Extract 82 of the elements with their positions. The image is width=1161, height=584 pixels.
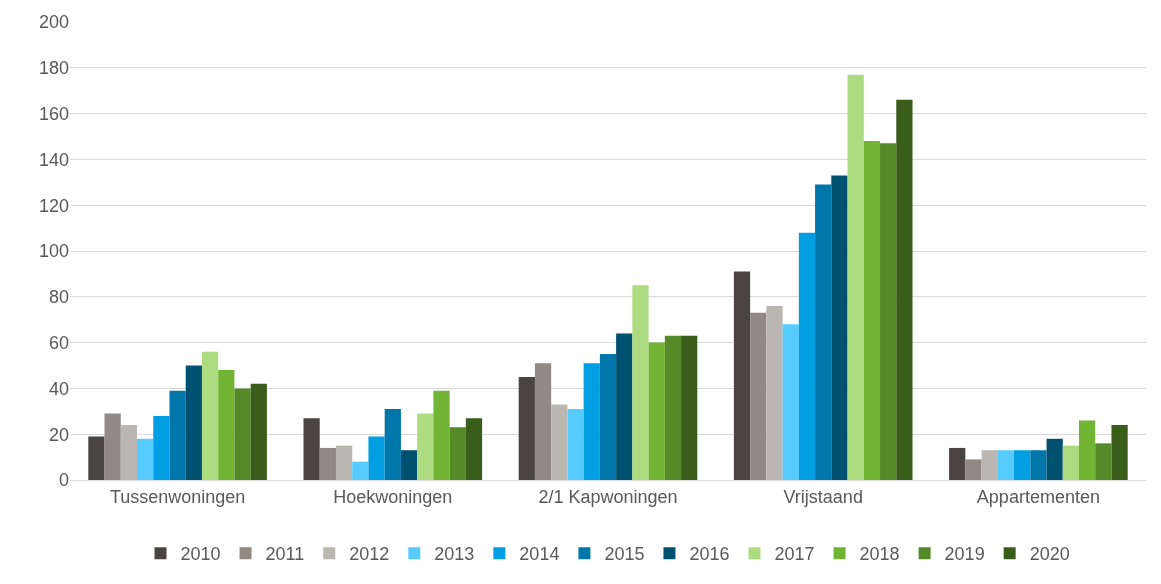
bar: [1062, 445, 1079, 480]
bar: [815, 184, 832, 480]
bar: [664, 335, 682, 480]
bar: [534, 363, 552, 480]
y-tick-label: 120: [38, 195, 69, 216]
legend-label: 2015: [604, 544, 645, 565]
y-tick-label: 200: [38, 12, 69, 33]
bar: [137, 438, 154, 480]
bar: [169, 390, 186, 480]
y-tick-label: 180: [38, 58, 69, 79]
y-tick-label: 0: [58, 470, 69, 491]
bar: [465, 418, 483, 480]
bar: [384, 409, 401, 480]
bar: [831, 175, 848, 480]
bar: [1030, 450, 1047, 480]
legend-label: 2013: [434, 544, 475, 565]
legend-label: 2014: [519, 544, 560, 565]
bar: [352, 461, 369, 480]
legend-label: 2017: [774, 544, 815, 565]
bar: [632, 285, 649, 480]
bar: [896, 99, 913, 480]
legend-label: 2020: [1029, 544, 1070, 565]
bar: [782, 324, 799, 480]
y-tick-label: 40: [48, 378, 69, 399]
x-tick-label: Vrijstaand: [783, 486, 863, 507]
bar: [798, 232, 816, 480]
y-tick-label: 80: [48, 287, 69, 308]
bar: [599, 354, 617, 480]
bar: [863, 141, 881, 480]
y-tick-label: 60: [48, 332, 69, 353]
y-tick-label: 100: [38, 241, 69, 262]
bar: [1014, 450, 1031, 480]
bar: [250, 383, 267, 480]
bar: [433, 390, 450, 480]
x-tick-label: Appartementen: [976, 486, 1100, 507]
bar: [400, 450, 418, 480]
y-tick-label: 160: [38, 103, 69, 124]
bar: [551, 404, 568, 480]
bar: [766, 305, 783, 480]
legend-label: 2018: [859, 544, 900, 565]
legend-label: 2012: [349, 544, 390, 565]
bar: [335, 445, 353, 480]
bar: [997, 450, 1015, 480]
bar: [417, 413, 434, 480]
x-tick-label: Hoekwoningen: [333, 486, 453, 507]
bar: [880, 143, 897, 480]
bar: [153, 415, 170, 480]
x-tick-label: 2/1 Kapwoningen: [538, 486, 678, 507]
bar: [234, 388, 251, 480]
bar: [1095, 443, 1112, 480]
bar: [303, 418, 320, 480]
legend-label: 2010: [180, 544, 221, 565]
bar: [648, 342, 665, 480]
bar: [185, 365, 202, 480]
legend-label: 2019: [944, 544, 985, 565]
bar: [368, 436, 385, 480]
bar: [981, 450, 998, 480]
bar: [949, 447, 966, 480]
legend-label: 2011: [265, 544, 305, 565]
bar: [681, 335, 698, 480]
bar: [104, 413, 121, 480]
bar: [965, 459, 982, 480]
bar: [583, 363, 600, 480]
bar: [201, 351, 219, 480]
bar: [449, 427, 466, 480]
bar: [847, 74, 864, 480]
bar: [88, 436, 105, 480]
bar: [1078, 420, 1096, 480]
bar: [120, 425, 138, 480]
bar: [616, 333, 633, 480]
bar: [750, 312, 767, 480]
bar: [218, 370, 235, 480]
bar: [733, 271, 751, 480]
bar: [518, 376, 535, 480]
y-tick-label: 20: [48, 424, 69, 445]
bar: [319, 447, 336, 480]
x-tick-label: Tussenwoningen: [109, 486, 246, 507]
bar: [1111, 425, 1128, 480]
bar: [567, 409, 584, 480]
legend-label: 2016: [689, 544, 730, 565]
bar: [1046, 438, 1063, 480]
y-tick-label: 140: [38, 149, 69, 170]
